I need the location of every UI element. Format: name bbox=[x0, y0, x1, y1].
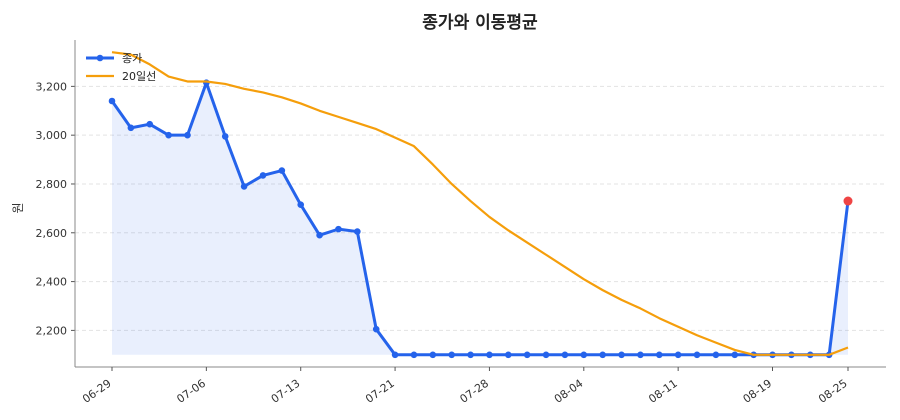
x-tick-label: 07-28 bbox=[458, 377, 492, 406]
close-price-point bbox=[693, 351, 701, 359]
close-price-point bbox=[674, 351, 682, 359]
y-tick-label: 3,000 bbox=[36, 129, 68, 142]
close-price-point bbox=[712, 351, 720, 359]
y-tick-label: 2,800 bbox=[36, 178, 68, 191]
y-tick-label: 3,200 bbox=[36, 80, 68, 93]
close-price-point bbox=[561, 351, 569, 359]
legend: 종가 20일선 bbox=[86, 52, 156, 83]
fill-layer bbox=[112, 82, 848, 355]
legend-label: 종가 bbox=[122, 52, 142, 65]
x-tick-label: 06-29 bbox=[80, 377, 114, 406]
close-price-point bbox=[259, 172, 267, 179]
close-price-point bbox=[391, 351, 399, 359]
close-price-point bbox=[108, 97, 116, 105]
close-price-point bbox=[523, 351, 531, 359]
close-price-point bbox=[542, 351, 550, 359]
x-tick-label: 08-25 bbox=[816, 377, 850, 406]
close-price-point bbox=[335, 225, 342, 233]
close-price-point bbox=[278, 167, 286, 174]
grid-lines bbox=[75, 85, 886, 331]
close-price-point bbox=[467, 351, 474, 359]
close-price-point bbox=[410, 351, 418, 359]
x-tick-label: 08-19 bbox=[741, 377, 775, 406]
close-price-point bbox=[637, 351, 644, 359]
close-price-point bbox=[580, 351, 588, 359]
close-price-point bbox=[165, 131, 172, 139]
y-tick-label: 2,600 bbox=[36, 227, 68, 240]
x-tick-label: 07-13 bbox=[269, 377, 303, 406]
close-price-point bbox=[240, 183, 248, 190]
axes bbox=[71, 40, 886, 371]
close-price-point bbox=[486, 351, 493, 359]
close-price-point bbox=[297, 201, 305, 209]
x-tick-label: 08-04 bbox=[552, 377, 586, 406]
close-price-point bbox=[505, 351, 512, 359]
close-price-point bbox=[448, 351, 455, 359]
close-price-point bbox=[599, 351, 606, 359]
x-tick-label: 08-11 bbox=[646, 377, 680, 406]
legend-swatch-marker bbox=[96, 54, 104, 62]
legend-label: 20일선 bbox=[122, 69, 156, 83]
close-price-point bbox=[316, 231, 323, 239]
close-price-point bbox=[221, 133, 229, 140]
moving-average-line bbox=[111, 51, 849, 356]
close-price-point bbox=[372, 325, 380, 333]
y-axis-label: 원 bbox=[11, 202, 25, 213]
close-price-point bbox=[731, 351, 739, 359]
y-tick-label: 2,200 bbox=[36, 324, 68, 337]
close-price-point bbox=[429, 351, 437, 359]
close-price-point bbox=[146, 120, 154, 128]
x-tick-label: 07-21 bbox=[363, 377, 397, 406]
close-price-point bbox=[618, 351, 625, 359]
x-tick-label: 07-06 bbox=[174, 377, 208, 406]
close-price-point bbox=[354, 228, 361, 235]
close-price-point bbox=[655, 351, 663, 359]
y-tick-label: 2,400 bbox=[36, 276, 68, 289]
close-price-point bbox=[184, 131, 191, 139]
highlight-point bbox=[843, 196, 853, 206]
close-price-line bbox=[110, 81, 850, 357]
series-fill-area bbox=[112, 82, 848, 355]
close-price-point bbox=[127, 124, 135, 132]
series-layer bbox=[108, 51, 853, 359]
chart-title: 종가와 이동평균 bbox=[422, 13, 538, 33]
